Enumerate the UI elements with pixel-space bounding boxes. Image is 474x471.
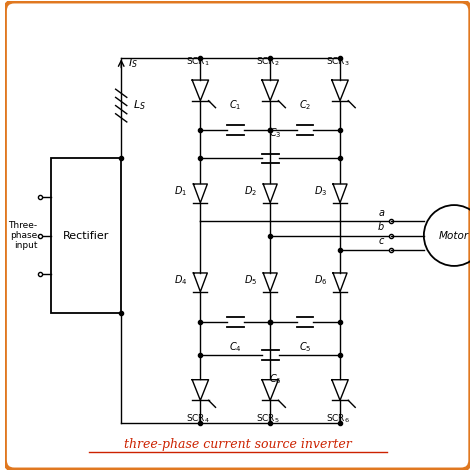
- Text: SCR$_5$: SCR$_5$: [256, 412, 280, 424]
- Text: $C_1$: $C_1$: [229, 98, 241, 113]
- Text: $C_6$: $C_6$: [268, 373, 281, 387]
- FancyBboxPatch shape: [5, 1, 470, 470]
- Text: $D_6$: $D_6$: [314, 273, 327, 287]
- Text: Rectifier: Rectifier: [63, 230, 109, 241]
- Text: $C_3$: $C_3$: [269, 127, 281, 140]
- Text: SCR$_6$: SCR$_6$: [326, 412, 350, 424]
- Text: $D_5$: $D_5$: [244, 273, 257, 287]
- Text: SCR$_3$: SCR$_3$: [326, 56, 350, 68]
- Text: b: b: [378, 222, 384, 232]
- Text: $C_4$: $C_4$: [229, 340, 242, 354]
- Text: three-phase current source inverter: three-phase current source inverter: [124, 438, 352, 451]
- Text: $C_2$: $C_2$: [299, 98, 311, 113]
- Text: Three-
phase
input: Three- phase input: [8, 220, 37, 251]
- Text: a: a: [378, 208, 384, 218]
- Text: SCR$_4$: SCR$_4$: [186, 412, 210, 424]
- Text: SCR$_2$: SCR$_2$: [256, 56, 280, 68]
- Text: Motor: Motor: [439, 230, 469, 241]
- FancyBboxPatch shape: [51, 158, 121, 313]
- Text: $D_2$: $D_2$: [244, 184, 257, 198]
- Text: $L_S$: $L_S$: [133, 98, 146, 113]
- Text: $D_1$: $D_1$: [174, 184, 187, 198]
- Text: $I_S$: $I_S$: [128, 57, 138, 70]
- Text: $D_4$: $D_4$: [174, 273, 187, 287]
- Text: SCR$_1$: SCR$_1$: [186, 56, 210, 68]
- Text: c: c: [379, 236, 384, 246]
- Text: $D_3$: $D_3$: [314, 184, 327, 198]
- Text: $C_5$: $C_5$: [299, 340, 311, 354]
